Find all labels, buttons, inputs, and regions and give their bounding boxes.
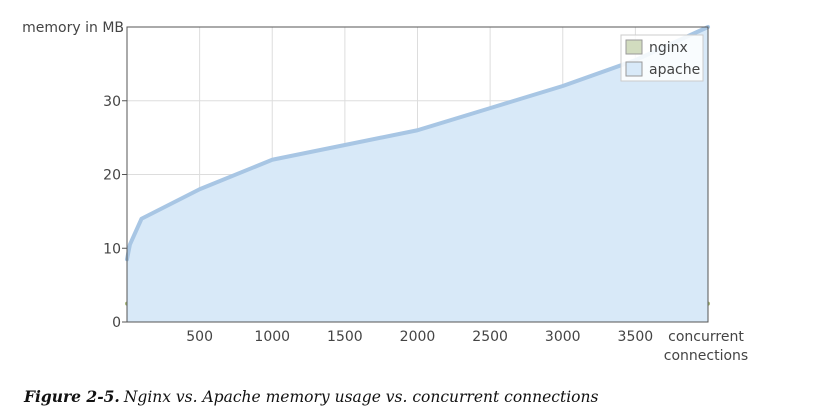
legend-label-apache: apache <box>649 62 700 78</box>
axis-layer <box>122 26 709 323</box>
legend-swatch-apache <box>625 61 643 77</box>
caption-text: Nginx vs. Apache memory usage vs. concur… <box>123 388 599 406</box>
series-layer <box>125 25 710 322</box>
apache-line <box>125 25 710 262</box>
x-tick-label-2: 1500 <box>327 329 363 345</box>
x-tick-label-6: 3500 <box>618 329 654 345</box>
y-tick-label-1: 10 <box>103 241 121 257</box>
y-tick-label-3: 30 <box>103 94 121 110</box>
y-axis-title: memory in MB <box>22 20 124 36</box>
y-tick-label-0: 0 <box>112 315 121 331</box>
legend: nginx apache <box>620 34 704 82</box>
figure-caption: Figure 2-5. Nginx vs. Apache memory usage… <box>24 387 598 406</box>
apache-area <box>127 27 708 322</box>
memory-usage-chart: 0 10 20 30 500 1000 1500 2000 2500 3000 3500 memory… <box>22 20 748 364</box>
x-tick-label-5: 3000 <box>545 329 581 345</box>
x-tick-label-3: 2000 <box>400 329 436 345</box>
legend-swatch-nginx <box>625 39 643 55</box>
x-axis-title-line-1: connections <box>664 348 748 364</box>
x-tick-label-1: 1000 <box>254 329 290 345</box>
x-tick-label-4: 2500 <box>472 329 508 345</box>
legend-label-nginx: nginx <box>649 40 688 56</box>
x-axis-title-line-0: concurrent <box>668 329 744 345</box>
label-layer: 0 10 20 30 500 1000 1500 2000 2500 3000 3500 memory… <box>22 20 748 364</box>
x-tick-label-0: 500 <box>186 329 213 345</box>
caption-label: Figure 2-5. <box>24 387 120 406</box>
y-tick-label-2: 20 <box>103 168 121 184</box>
